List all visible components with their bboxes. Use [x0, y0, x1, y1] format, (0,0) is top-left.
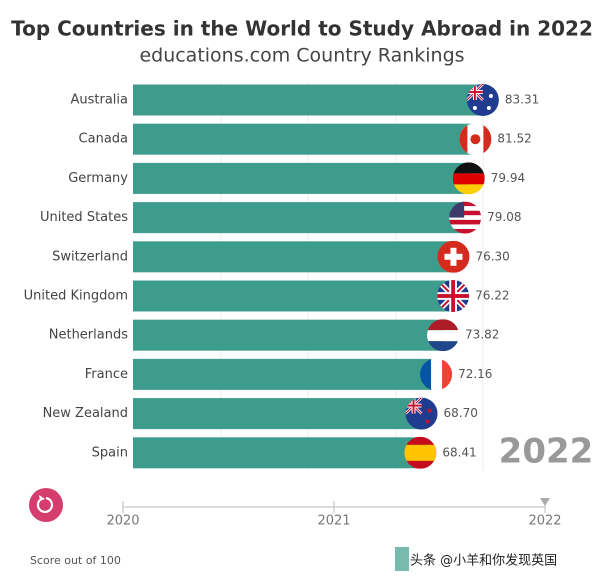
value-label: 73.82 [465, 328, 499, 342]
flag-part [425, 419, 430, 424]
flag-part [466, 91, 483, 93]
y-tick-label: Germany [68, 171, 128, 186]
year-label: 2022 [499, 432, 594, 472]
flag-part [431, 358, 443, 391]
flag-part [444, 253, 463, 260]
flag [452, 162, 485, 195]
bar [133, 398, 422, 430]
flag-part [449, 229, 482, 234]
value-label: 81.52 [497, 132, 531, 146]
flag-part [427, 330, 460, 342]
y-tick-label: France [85, 367, 128, 382]
flag [437, 280, 470, 312]
flag-part [442, 358, 453, 391]
replay-arrow[interactable] [39, 495, 45, 501]
flag [427, 319, 460, 352]
flag [437, 240, 470, 273]
flag-part [486, 106, 491, 110]
flag [404, 436, 437, 469]
value-label: 68.70 [444, 406, 478, 420]
y-tick-label: United Kingdom [24, 289, 128, 304]
flag-part [405, 404, 422, 407]
bar [133, 280, 454, 312]
flag-part [420, 358, 432, 391]
flag-part [452, 162, 485, 174]
watermark-logo [395, 547, 409, 571]
flag-part [427, 319, 460, 331]
bar [133, 358, 437, 390]
bar [133, 123, 476, 155]
flag-part [449, 219, 482, 225]
flag-part [483, 123, 492, 156]
value-label: 68.41 [442, 445, 476, 459]
flag-part [449, 201, 482, 207]
bar [133, 202, 466, 234]
y-tick-label: Australia [70, 93, 128, 108]
bar [133, 84, 483, 116]
chart-subtitle: educations.com Country Rankings [139, 45, 464, 67]
flag-part [404, 444, 437, 461]
value-label: 79.08 [487, 210, 521, 224]
footnote: Score out of 100 [30, 554, 121, 567]
y-tick-label: Canada [79, 132, 128, 147]
timeline-tick-label: 2020 [106, 514, 139, 529]
flag-part [437, 294, 470, 298]
value-label: 76.30 [475, 249, 509, 263]
value-label: 72.16 [458, 367, 492, 381]
flag [449, 201, 482, 234]
flag [459, 123, 492, 156]
flag [405, 397, 438, 430]
bar [133, 162, 469, 194]
flag-part [452, 173, 485, 185]
y-tick-label: Spain [92, 445, 128, 460]
flag [420, 358, 453, 391]
replay-button[interactable] [29, 488, 63, 522]
bar [133, 319, 444, 351]
value-label: 76.22 [475, 289, 509, 303]
timeline-tick-label: 2021 [317, 514, 350, 529]
timeline-marker [540, 498, 550, 506]
flag-part [470, 134, 481, 145]
watermark: 头条 @小羊和你发现英国 [410, 553, 557, 569]
flag-part [449, 210, 482, 216]
flag-part [472, 106, 477, 110]
replay-icon[interactable] [36, 496, 53, 513]
flag-part [452, 184, 485, 195]
flag-part [449, 206, 482, 211]
value-label: 83.31 [505, 93, 539, 107]
y-tick-label: Switzerland [52, 249, 128, 264]
y-tick-label: Netherlands [49, 328, 128, 343]
chart-title: Top Countries in the World to Study Abro… [11, 17, 593, 41]
flag-part [449, 224, 482, 230]
flag-part [427, 341, 460, 352]
bar [133, 437, 421, 469]
timeline-tick-label: 2022 [528, 514, 561, 529]
flag-part [427, 408, 432, 413]
flag [466, 84, 499, 116]
bar [133, 241, 454, 273]
value-label: 79.94 [491, 171, 525, 185]
flag-part [488, 94, 493, 98]
y-tick-label: New Zealand [43, 406, 128, 421]
y-tick-label: United States [40, 210, 128, 225]
flag-part [449, 215, 482, 220]
flag-part [459, 123, 468, 156]
replay-circle[interactable] [29, 488, 63, 522]
